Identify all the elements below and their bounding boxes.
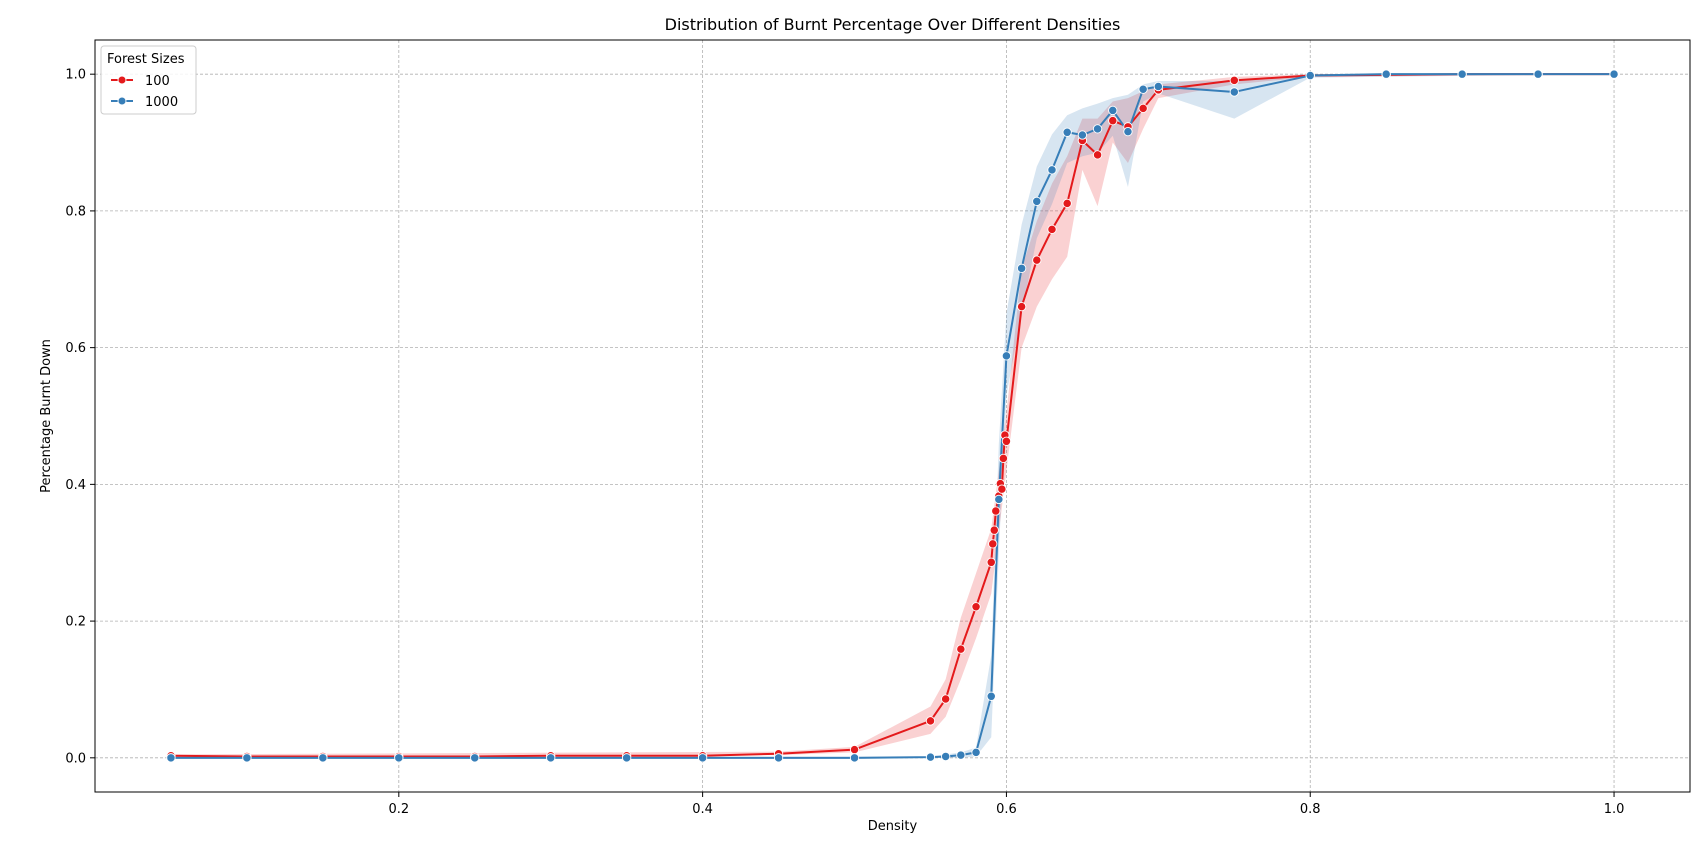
data-point-100: [941, 694, 951, 704]
x-tick-label: 0.8: [1300, 802, 1321, 817]
legend: Forest Sizes 100 1000: [100, 45, 197, 115]
y-tick-label: 0.0: [65, 751, 86, 766]
data-point-100: [988, 539, 998, 549]
data-point-100: [971, 602, 981, 612]
data-point-1000: [1062, 127, 1072, 137]
data-point-100: [1001, 436, 1012, 446]
data-point-1000: [941, 751, 951, 762]
data-point-1000: [971, 747, 981, 757]
data-point-1000: [546, 753, 556, 763]
data-point-1000: [986, 691, 996, 701]
x-tick-label: 0.6: [996, 802, 1017, 817]
x-tick-label: 0.4: [692, 802, 713, 817]
data-point-100: [925, 716, 936, 726]
data-point-1000: [470, 753, 480, 763]
ci-band-1000: [170, 74, 1615, 758]
data-point-1000: [1533, 69, 1543, 79]
data-point-1000: [1047, 165, 1057, 175]
x-axis-title: Density: [868, 819, 918, 834]
y-tick-label: 0.2: [65, 615, 86, 630]
ci-band-100: [170, 74, 1615, 758]
data-point-1000: [697, 753, 708, 763]
data-point-1000: [849, 753, 860, 763]
series-line-100: [170, 73, 1615, 758]
data-point-100: [998, 453, 1009, 464]
data-point-100: [1047, 224, 1057, 235]
data-point-100: [991, 506, 1001, 516]
data-point-100: [1138, 103, 1148, 114]
y-axis-title: Percentage Burnt Down: [39, 339, 54, 493]
y-tick-label: 0.8: [65, 204, 86, 219]
data-point-1000: [994, 494, 1004, 505]
series-markers: [166, 69, 1619, 763]
data-point-1000: [1305, 70, 1315, 81]
data-point-1000: [1092, 124, 1103, 134]
legend-marker-1000: [117, 96, 127, 106]
data-point-1000: [1229, 87, 1239, 97]
data-point-100: [1229, 75, 1239, 85]
legend-label-100: 100: [145, 74, 170, 89]
data-point-1000: [1457, 69, 1467, 79]
data-point-1000: [1138, 84, 1148, 94]
data-point-1000: [773, 753, 784, 763]
data-point-1000: [1032, 196, 1042, 206]
plot-frame: [94, 39, 1691, 793]
data-point-1000: [1108, 105, 1118, 116]
data-point-100: [1062, 198, 1072, 209]
data-point-1000: [956, 750, 966, 760]
data-point-100: [989, 525, 999, 535]
data-point-100: [1108, 116, 1118, 126]
legend-box: [100, 45, 197, 115]
y-tick-label: 1.0: [65, 68, 86, 83]
data-point-100: [1032, 255, 1042, 265]
data-point-1000: [1016, 263, 1027, 273]
y-tick-label: 0.6: [65, 341, 86, 356]
data-point-1000: [166, 753, 176, 763]
data-point-1000: [242, 753, 252, 763]
data-point-1000: [1001, 351, 1012, 361]
data-point-100: [986, 557, 996, 567]
data-point-1000: [394, 753, 404, 763]
data-point-100: [849, 744, 860, 755]
chart-title: Distribution of Burnt Percentage Over Di…: [665, 15, 1121, 34]
data-point-100: [1092, 150, 1103, 160]
axis-ticks: 0.2 0.4 0.6 0.8 1.0 0.0 0.2 0.4 0.6 0.8 1.0: [65, 68, 1624, 817]
legend-items: 100 1000: [111, 74, 178, 110]
data-point-1000: [925, 752, 936, 762]
y-tick-label: 0.4: [65, 478, 86, 493]
series-line-1000: [170, 73, 1615, 759]
data-point-100: [997, 484, 1007, 494]
data-point-1000: [318, 753, 328, 763]
x-tick-label: 0.2: [388, 802, 409, 817]
data-point-100: [1016, 301, 1027, 312]
data-point-1000: [1153, 81, 1163, 92]
confidence-bands: [170, 74, 1615, 758]
data-point-1000: [1077, 130, 1088, 140]
data-point-1000: [1381, 69, 1391, 79]
data-point-1000: [1123, 126, 1133, 137]
legend-marker-100: [117, 75, 127, 85]
x-tick-label: 1.0: [1604, 802, 1625, 817]
legend-title: Forest Sizes: [107, 52, 185, 67]
data-point-1000: [622, 753, 632, 763]
data-point-100: [956, 644, 966, 654]
series-lines: [170, 73, 1615, 759]
grid: [95, 40, 1690, 792]
legend-label-1000: 1000: [145, 95, 178, 110]
data-point-1000: [1609, 69, 1619, 79]
